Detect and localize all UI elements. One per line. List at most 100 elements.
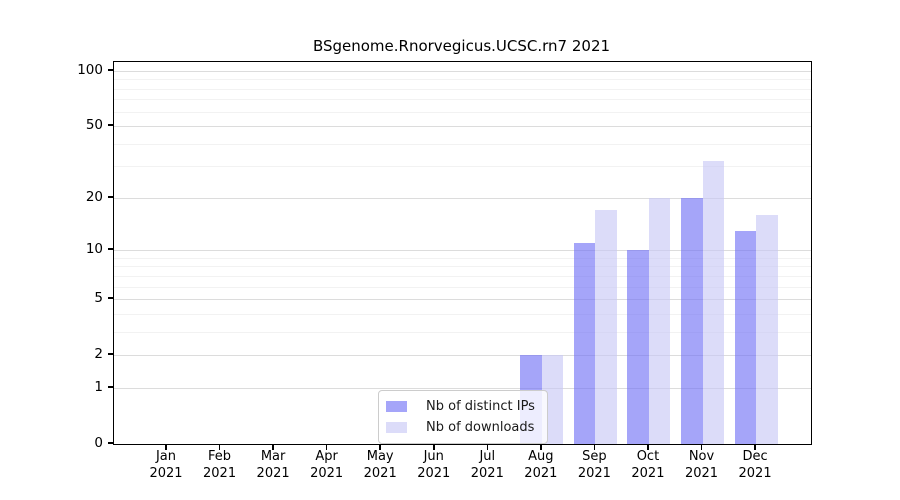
x-tick-label: Mar 2021 <box>241 449 305 482</box>
x-tick-label: Oct 2021 <box>616 449 680 482</box>
x-tick-label: Jul 2021 <box>455 449 519 482</box>
major-gridline <box>114 355 811 357</box>
x-tick-year: 2021 <box>256 465 290 481</box>
y-tick-label: 50 <box>85 117 103 134</box>
minor-gridline <box>114 257 811 259</box>
x-tick-mark <box>325 444 328 450</box>
x-tick-label: Nov 2021 <box>670 449 734 482</box>
x-tick-mark <box>272 444 274 450</box>
y-tick-mark <box>108 248 113 250</box>
major-gridline <box>114 71 811 72</box>
major-gridline <box>114 250 811 252</box>
bar-nb-of-downloads-nov <box>702 161 724 444</box>
x-tick-mark <box>379 444 381 450</box>
y-tick-label: 20 <box>85 188 103 205</box>
y-tick-mark <box>108 386 113 388</box>
x-tick-year: 2021 <box>149 465 183 481</box>
x-tick-label: Apr 2021 <box>295 449 359 482</box>
x-tick-label: Feb 2021 <box>188 449 252 482</box>
x-tick-mark <box>433 444 435 450</box>
x-tick-year: 2021 <box>417 465 451 481</box>
x-tick-year: 2021 <box>470 465 504 481</box>
x-tick-month: Jul <box>479 449 496 464</box>
y-tick-label: 10 <box>85 241 103 258</box>
minor-gridline <box>114 143 811 145</box>
legend-label-distinct-ips: Nb of distinct IPs <box>426 399 535 414</box>
minor-gridline <box>114 88 811 90</box>
x-tick-year: 2021 <box>684 465 719 481</box>
x-tick-label: Jun 2021 <box>402 449 466 482</box>
y-tick-label: 5 <box>94 290 103 307</box>
x-tick-month: May <box>366 449 394 464</box>
y-tick-label: 2 <box>94 346 103 363</box>
x-tick-month: Feb <box>208 449 232 464</box>
x-tick-mark <box>486 444 489 450</box>
legend-item-downloads: Nb of downloads <box>386 417 535 438</box>
legend: Nb of distinct IPs Nb of downloads <box>378 390 548 444</box>
bar-nb-of-distinct-ips-dec <box>734 230 757 444</box>
x-tick-year: 2021 <box>524 465 558 481</box>
minor-gridline <box>114 111 811 113</box>
x-tick-month: Mar <box>260 449 286 464</box>
x-tick-mark <box>540 444 542 450</box>
y-tick-mark <box>108 442 113 444</box>
y-tick-label: 100 <box>77 62 103 78</box>
minor-gridline <box>114 79 811 81</box>
y-tick-mark <box>108 297 113 299</box>
x-tick-label: Sep 2021 <box>562 449 626 482</box>
minor-gridline <box>114 266 811 268</box>
major-gridline <box>114 299 811 301</box>
legend-swatch-distinct-ips <box>386 401 407 412</box>
legend-item-distinct-ips: Nb of distinct IPs <box>386 396 535 417</box>
y-tick-mark <box>108 196 113 198</box>
x-tick-month: Aug <box>528 449 554 464</box>
x-tick-month: Jun <box>423 449 444 464</box>
x-tick-mark <box>700 444 703 450</box>
chart-title: BSgenome.Rnorvegicus.UCSC.rn7 2021 <box>312 37 611 55</box>
minor-gridline <box>114 313 811 315</box>
legend-swatch-downloads <box>386 422 407 433</box>
minor-gridline <box>114 166 811 168</box>
major-gridline <box>114 126 811 128</box>
x-tick-mark <box>165 444 167 450</box>
x-tick-mark <box>647 444 649 450</box>
x-tick-year: 2021 <box>203 465 237 481</box>
minor-gridline <box>114 275 811 277</box>
x-tick-mark <box>754 444 756 450</box>
x-tick-month: Jan <box>155 449 177 464</box>
legend-label-downloads: Nb of downloads <box>426 420 535 435</box>
bar-nb-of-downloads-dec <box>756 215 778 444</box>
x-tick-label: Aug 2021 <box>509 449 573 482</box>
x-tick-year: 2021 <box>310 465 344 481</box>
minor-gridline <box>114 99 811 101</box>
y-tick-label: 0 <box>94 435 103 451</box>
x-tick-label: Jan 2021 <box>134 449 198 482</box>
bar-nb-of-downloads-sep <box>595 210 617 444</box>
bar-nb-of-distinct-ips-sep <box>573 243 596 444</box>
y-tick-mark <box>108 69 113 71</box>
x-tick-year: 2021 <box>631 465 665 481</box>
x-tick-month: Apr <box>315 449 338 464</box>
x-tick-month: Dec <box>742 449 768 464</box>
x-tick-year: 2021 <box>363 465 397 481</box>
plot-area <box>113 61 812 445</box>
x-tick-mark <box>593 444 596 450</box>
bar-nb-of-downloads-oct <box>648 197 671 444</box>
x-tick-label: May 2021 <box>348 449 412 482</box>
minor-gridline <box>114 286 811 288</box>
y-tick-label: 1 <box>94 378 103 395</box>
x-tick-year: 2021 <box>577 465 611 481</box>
x-tick-mark <box>218 444 221 450</box>
x-tick-label: Dec 2021 <box>723 449 787 482</box>
major-gridline <box>114 387 811 389</box>
x-tick-month: Nov <box>688 449 715 464</box>
y-tick-mark <box>108 124 113 126</box>
y-tick-mark <box>108 353 113 355</box>
bar-nb-of-distinct-ips-oct <box>627 250 649 444</box>
major-gridline <box>114 197 811 199</box>
x-tick-year: 2021 <box>738 465 772 481</box>
x-tick-month: Sep <box>582 449 607 464</box>
bar-nb-of-distinct-ips-nov <box>681 197 703 444</box>
minor-gridline <box>114 331 811 333</box>
